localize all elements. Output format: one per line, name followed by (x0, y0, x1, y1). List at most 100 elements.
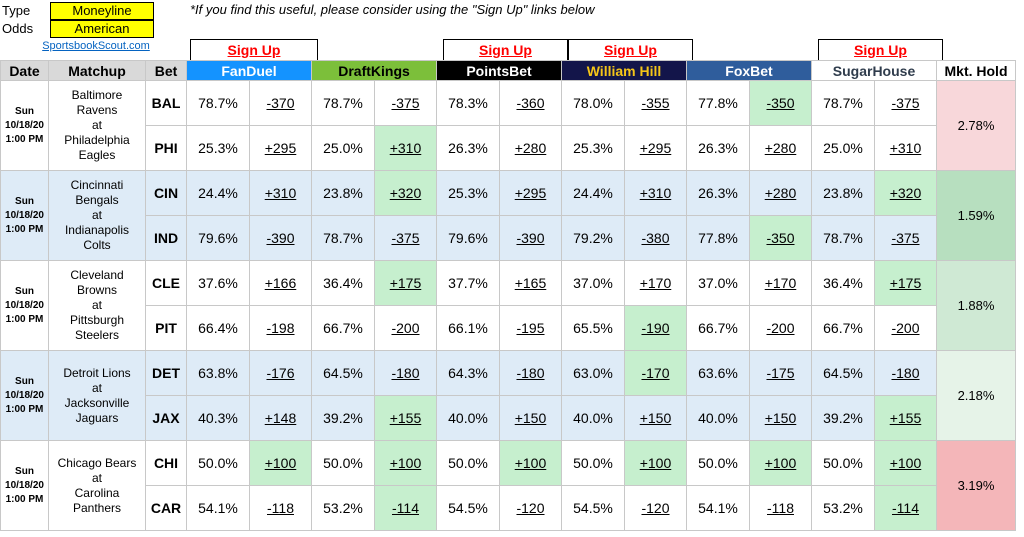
odds-link[interactable]: -375 (374, 80, 437, 126)
game-date: Sun 10/18/20 1:00 PM (0, 170, 49, 261)
odds-link[interactable]: -118 (749, 485, 812, 531)
odds-link[interactable]: -375 (874, 80, 937, 126)
header-williamhill: William Hill (561, 60, 687, 81)
best-odds-link[interactable]: +100 (249, 440, 312, 486)
odds-link[interactable]: +280 (749, 170, 812, 216)
odds-link[interactable]: -200 (874, 305, 937, 351)
odds-link[interactable]: +170 (624, 260, 687, 306)
best-odds-link[interactable]: -114 (374, 485, 437, 531)
implied-probability: 53.2% (311, 485, 375, 531)
odds-link[interactable]: +150 (749, 395, 812, 441)
table-row: JAX 40.3% +148 39.2% +155 40.0% +150 40.0% +150 4… (1, 395, 1016, 441)
sportsbookscout-link[interactable]: SportsbookScout.com (42, 40, 150, 52)
bet-team: BAL (145, 80, 187, 126)
best-odds-link[interactable]: +320 (374, 170, 437, 216)
signup-link-fanduel[interactable]: Sign Up (190, 39, 318, 60)
best-odds-link[interactable]: -114 (874, 485, 937, 531)
implied-probability: 64.3% (436, 350, 500, 396)
odds-link[interactable]: -195 (499, 305, 562, 351)
odds-select[interactable]: American (50, 20, 154, 38)
header-foxbet: FoxBet (686, 60, 812, 81)
odds-link[interactable]: +150 (624, 395, 687, 441)
odds-link[interactable]: -180 (374, 350, 437, 396)
matchup-line: Jaguars (75, 410, 119, 425)
odds-link[interactable]: +165 (499, 260, 562, 306)
best-odds-link[interactable]: +155 (374, 395, 437, 441)
signup-link-pointsbet[interactable]: Sign Up (443, 39, 568, 60)
odds-link[interactable]: -118 (249, 485, 312, 531)
odds-link[interactable]: +295 (249, 125, 312, 171)
best-odds-link[interactable]: +100 (374, 440, 437, 486)
odds-link[interactable]: -180 (874, 350, 937, 396)
odds-link[interactable]: +280 (499, 125, 562, 171)
signup-link-williamhill[interactable]: Sign Up (568, 39, 693, 60)
implied-probability: 25.3% (561, 125, 625, 171)
date-line: Sun (15, 195, 34, 207)
implied-probability: 50.0% (186, 440, 250, 486)
odds-link[interactable]: -390 (499, 215, 562, 261)
odds-link[interactable]: +310 (249, 170, 312, 216)
odds-link[interactable]: -120 (624, 485, 687, 531)
implied-probability: 50.0% (436, 440, 500, 486)
implied-probability: 54.5% (561, 485, 625, 531)
odds-link[interactable]: -200 (374, 305, 437, 351)
game-matchup: Cleveland Browns at Pittsburgh Steelers (48, 260, 146, 351)
best-odds-link[interactable]: -190 (624, 305, 687, 351)
odds-link[interactable]: +295 (499, 170, 562, 216)
odds-link[interactable]: +170 (749, 260, 812, 306)
odds-link[interactable]: -375 (374, 215, 437, 261)
game-date: Sun 10/18/20 1:00 PM (0, 350, 49, 441)
header-sugarhouse: SugarHouse (811, 60, 937, 81)
odds-link[interactable]: +150 (499, 395, 562, 441)
implied-probability: 77.8% (686, 215, 750, 261)
best-odds-link[interactable]: +310 (374, 125, 437, 171)
odds-link[interactable]: -176 (249, 350, 312, 396)
best-odds-link[interactable]: +175 (874, 260, 937, 306)
odds-link[interactable]: +310 (624, 170, 687, 216)
implied-probability: 64.5% (811, 350, 875, 396)
header-bet: Bet (145, 60, 187, 81)
odds-link[interactable]: +310 (874, 125, 937, 171)
best-odds-link[interactable]: -350 (749, 80, 812, 126)
odds-link[interactable]: -360 (499, 80, 562, 126)
odds-link[interactable]: +295 (624, 125, 687, 171)
odds-link[interactable]: -375 (874, 215, 937, 261)
odds-link[interactable]: -120 (499, 485, 562, 531)
best-odds-link[interactable]: -170 (624, 350, 687, 396)
best-odds-link[interactable]: -350 (749, 215, 812, 261)
best-odds-link[interactable]: +100 (624, 440, 687, 486)
best-odds-link[interactable]: +100 (749, 440, 812, 486)
best-odds-link[interactable]: +100 (874, 440, 937, 486)
implied-probability: 26.3% (686, 125, 750, 171)
odds-link[interactable]: -180 (499, 350, 562, 396)
odds-link[interactable]: -198 (249, 305, 312, 351)
matchup-line: Browns (76, 283, 117, 297)
odds-link[interactable]: +148 (249, 395, 312, 441)
implied-probability: 40.3% (186, 395, 250, 441)
type-select[interactable]: Moneyline (50, 2, 154, 20)
best-odds-link[interactable]: +175 (374, 260, 437, 306)
header-pointsbet: PointsBet (436, 60, 562, 81)
odds-link[interactable]: -355 (624, 80, 687, 126)
bet-team: JAX (145, 395, 187, 441)
implied-probability: 37.7% (436, 260, 500, 306)
odds-link[interactable]: -200 (749, 305, 812, 351)
implied-probability: 54.1% (686, 485, 750, 531)
date-line: Sun (15, 465, 34, 477)
odds-link[interactable]: -380 (624, 215, 687, 261)
best-odds-link[interactable]: +320 (874, 170, 937, 216)
date-line: 1:00 PM (5, 133, 44, 145)
odds-link[interactable]: -390 (249, 215, 312, 261)
odds-link[interactable]: -370 (249, 80, 312, 126)
odds-link[interactable]: +280 (749, 125, 812, 171)
matchup-line: Philadelphia (64, 133, 130, 147)
implied-probability: 65.5% (561, 305, 625, 351)
odds-link[interactable]: +166 (249, 260, 312, 306)
best-odds-link[interactable]: +100 (499, 440, 562, 486)
implied-probability: 36.4% (311, 260, 375, 306)
signup-link-sugarhouse[interactable]: Sign Up (818, 39, 943, 60)
market-hold: 3.19% (936, 440, 1016, 531)
best-odds-link[interactable]: +155 (874, 395, 937, 441)
odds-link[interactable]: -175 (749, 350, 812, 396)
implied-probability: 78.7% (811, 80, 875, 126)
